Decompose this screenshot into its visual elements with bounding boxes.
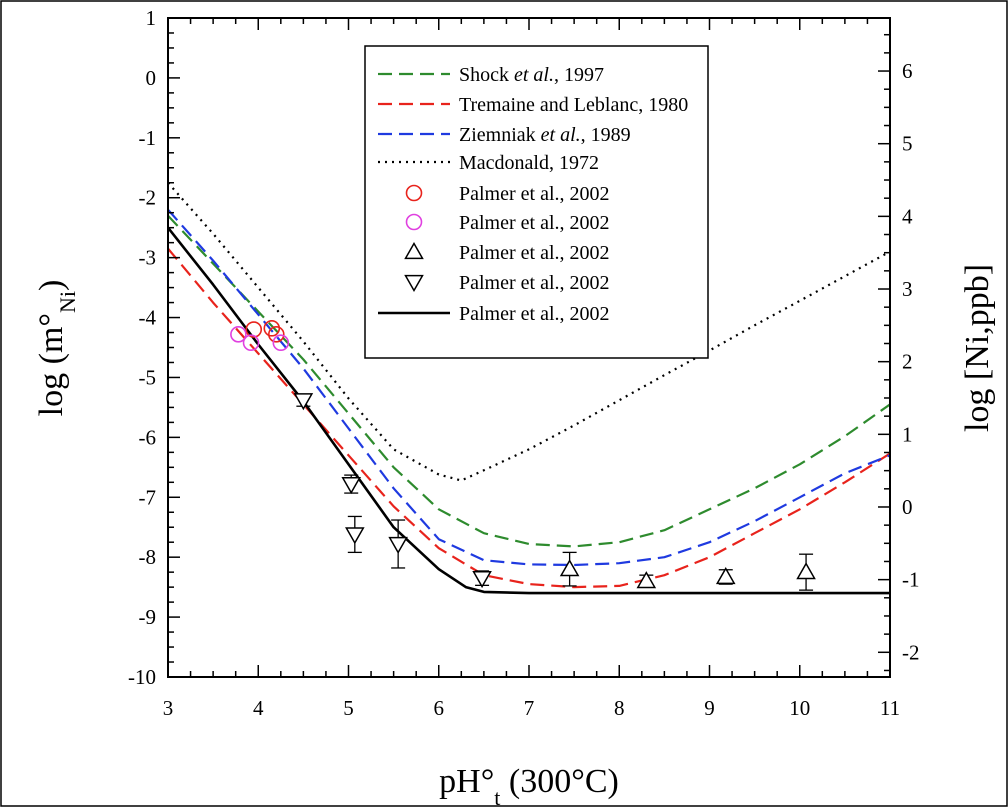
x-tick-label: 10 — [789, 696, 810, 720]
series-line-4 — [168, 182, 890, 482]
data-point-triangle-up — [636, 571, 657, 589]
legend-label-6: Palmer et al., 2002 — [459, 212, 610, 234]
data-point-circle — [263, 320, 281, 337]
y-tick-label: -4 — [139, 306, 157, 330]
y2-tick-label: -1 — [902, 568, 920, 592]
data-point-triangle-down — [388, 536, 408, 555]
y-tick-label: -8 — [139, 545, 157, 569]
y-tick-label: 0 — [146, 66, 157, 90]
legend-label-2: Tremaine and Leblanc, 1980 — [459, 94, 688, 116]
legend-label-3: Ziemniak et al., 1989 — [459, 124, 631, 146]
data-point-triangle-down — [472, 571, 492, 589]
axis-titles: pH°t (300°C) log (m°Ni) log [Ni,ppb] — [33, 264, 996, 807]
legend-box — [364, 45, 709, 359]
data-point-circle — [267, 326, 285, 343]
legend-swatch-6 — [405, 213, 423, 231]
x-tick-label: 5 — [343, 696, 354, 720]
y-axis-title: log (m°Ni) — [33, 280, 80, 417]
data-point-triangle-down — [345, 527, 365, 545]
y2-tick-label: 1 — [902, 422, 913, 446]
legend-label-4: Macdonald, 1972 — [459, 152, 599, 174]
y-tick-label: -9 — [139, 605, 157, 629]
y-tick-label: -5 — [139, 365, 157, 389]
series-line-5 — [168, 226, 890, 595]
x-axis-title: pH°t (300°C) — [439, 763, 619, 807]
x-tick-label: 4 — [253, 696, 264, 720]
y-tick-label: -2 — [139, 186, 157, 210]
x-tick-label: 7 — [524, 696, 535, 720]
legend-label-5: Palmer et al., 2002 — [459, 183, 610, 205]
y2-tick-label: 3 — [902, 277, 913, 301]
y-tick-label: 1 — [146, 6, 157, 30]
x-tick-label: 8 — [614, 696, 625, 720]
series-line-2 — [168, 247, 890, 589]
legend-label-8: Palmer et al., 2002 — [459, 272, 610, 294]
y2-tick-label: 6 — [902, 59, 913, 83]
data-point-circle — [245, 321, 263, 338]
points-layer — [230, 320, 816, 591]
ticks-layer: 3 4 5 6 7 8 9 10 1110-1-2-3-4-5-6-7-8-9-10654321… — [128, 6, 920, 720]
y2-tick-label: 0 — [902, 495, 913, 519]
x-tick-label: 3 — [163, 696, 174, 720]
data-point-triangle-up — [559, 559, 580, 577]
y-tick-label: -1 — [139, 126, 157, 150]
data-point-circle — [230, 326, 247, 343]
legend-label-7: Palmer et al., 2002 — [459, 242, 610, 264]
y-tick-label: -7 — [139, 485, 157, 509]
legend-label-1: Shock et al., 1997 — [459, 64, 604, 86]
legend-swatch-8 — [404, 274, 424, 293]
legend-swatch-7 — [404, 241, 424, 260]
data-point-circle — [272, 334, 290, 352]
y-tick-label: -6 — [139, 425, 157, 449]
data-point-triangle-down — [341, 476, 361, 495]
data-point-triangle-up — [715, 566, 736, 585]
legend-label-9: Palmer et al., 2002 — [459, 303, 610, 325]
legend-swatch-5 — [405, 184, 423, 202]
y-tick-label: -10 — [128, 665, 156, 689]
data-point-triangle-down — [293, 393, 314, 411]
legend: Shock et al., 1997 Tremaine and Leblanc, … — [364, 45, 709, 359]
y2-tick-label: 2 — [902, 350, 913, 374]
x-tick-label: 11 — [880, 696, 900, 720]
data-point-circle — [242, 334, 260, 352]
y2-tick-label: 5 — [902, 132, 913, 156]
y-tick-label: -3 — [139, 246, 157, 270]
x-tick-label: 6 — [434, 696, 445, 720]
data-point-triangle-up — [796, 562, 816, 580]
y2-tick-label: -2 — [902, 640, 920, 664]
y2-tick-label: 4 — [902, 204, 913, 228]
y2-axis-title: log [Ni,ppb] — [959, 264, 996, 432]
x-tick-label: 9 — [704, 696, 715, 720]
